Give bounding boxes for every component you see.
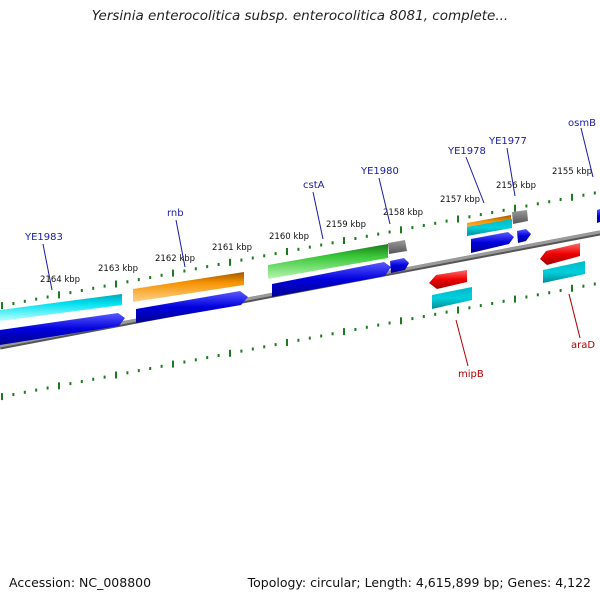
label-csta: cstA	[303, 180, 325, 191]
tick-label-2155: 2155 kbp	[552, 167, 592, 177]
label-osmb: osmB	[568, 118, 596, 129]
cds-osmb[interactable]	[597, 209, 600, 223]
tick-label-2156: 2156 kbp	[496, 181, 536, 191]
tick-label-2162: 2162 kbp	[155, 254, 195, 264]
gene-csta[interactable]	[268, 244, 388, 279]
tick-label-2161: 2161 kbp	[212, 243, 252, 253]
accession-text: Accession: NC_008800	[9, 575, 152, 590]
label-ye1978: YE1978	[447, 146, 486, 157]
gene-mipb[interactable]	[429, 270, 467, 289]
gene-mipb-b[interactable]	[432, 287, 472, 309]
gene-rnb[interactable]	[133, 272, 244, 302]
tick-label-2160: 2160 kbp	[269, 232, 309, 242]
cds-csta[interactable]	[272, 262, 391, 297]
forward-leaders	[42, 127, 594, 291]
gene-ye1977-marker[interactable]	[512, 210, 528, 224]
label-ye1980: YE1980	[360, 166, 399, 177]
gene-ye1980-marker[interactable]	[388, 240, 407, 254]
label-arad: araD	[571, 340, 595, 351]
tick-row-upper	[1, 191, 596, 310]
reverse-leaders	[455, 293, 581, 367]
tick-label-2163: 2163 kbp	[98, 264, 138, 274]
label-rnb: rnb	[167, 208, 184, 219]
label-ye1977: YE1977	[488, 136, 527, 147]
gene-arad[interactable]	[540, 243, 580, 265]
label-mipb: mipB	[458, 369, 484, 380]
tick-label-2159: 2159 kbp	[326, 220, 366, 230]
tick-label-2164: 2164 kbp	[40, 275, 80, 285]
cds-ye1977[interactable]	[517, 229, 531, 243]
cds-rnb[interactable]	[136, 291, 248, 323]
tick-label-2157: 2157 kbp	[440, 195, 480, 205]
gene-arad-b[interactable]	[543, 261, 585, 283]
cds-ye1983[interactable]	[0, 313, 125, 345]
cds-ye1980[interactable]	[390, 258, 409, 273]
topology-text: Topology: circular; Length: 4,615,899 bp…	[247, 575, 591, 590]
cds-ye1978[interactable]	[471, 232, 514, 253]
gene-ye1978-b[interactable]	[467, 219, 512, 236]
gene-ye1983[interactable]	[0, 294, 122, 321]
tick-label-2158: 2158 kbp	[383, 208, 423, 218]
tick-row-lower	[1, 282, 596, 401]
map-title: Yersinia enterocolitica subsp. enterocol…	[91, 8, 509, 24]
label-ye1983: YE1983	[24, 232, 63, 243]
